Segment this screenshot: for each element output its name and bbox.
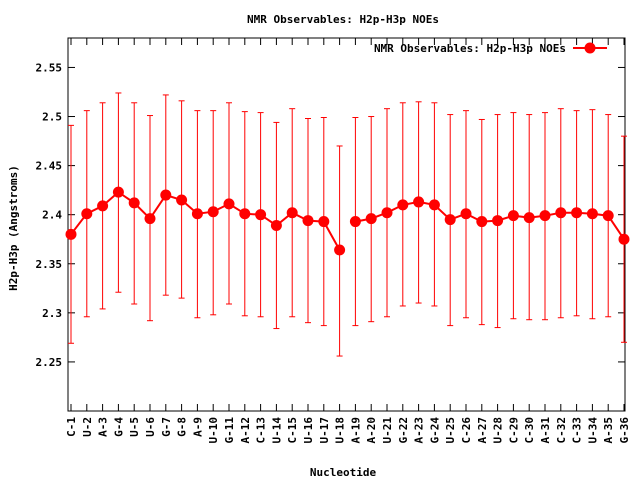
x-tick-label: A-31 bbox=[539, 417, 552, 444]
x-tick-label: U-25 bbox=[444, 417, 457, 444]
data-point bbox=[476, 216, 488, 228]
data-point bbox=[602, 210, 614, 222]
x-tick-label: G-22 bbox=[397, 417, 410, 444]
data-point bbox=[460, 208, 472, 220]
x-tick-label: A-3 bbox=[97, 417, 110, 437]
x-tick-label: C-30 bbox=[523, 417, 536, 444]
x-tick-label: C-26 bbox=[460, 417, 473, 444]
series-line bbox=[70, 190, 341, 251]
x-tick-label: A-35 bbox=[602, 417, 615, 444]
data-point bbox=[176, 194, 188, 206]
data-point bbox=[112, 186, 124, 198]
y-tick-label: 2.4 bbox=[42, 209, 62, 222]
legend-label: NMR Observables: H2p-H3p NOEs bbox=[374, 42, 566, 55]
data-point bbox=[492, 215, 504, 227]
plot-area bbox=[67, 37, 626, 412]
data-point bbox=[207, 206, 219, 218]
plot-border bbox=[67, 37, 626, 412]
data-point bbox=[555, 207, 567, 219]
data-point bbox=[318, 216, 330, 228]
x-tick-label: A-9 bbox=[191, 417, 204, 437]
y-tick-label: 2.5 bbox=[42, 111, 62, 124]
data-point bbox=[223, 198, 235, 210]
data-point bbox=[586, 208, 598, 220]
x-tick-label: G-7 bbox=[160, 417, 173, 437]
y-tick-label: 2.35 bbox=[36, 258, 63, 271]
x-axis-label: Nucleotide bbox=[310, 466, 377, 479]
x-tick-label: U-6 bbox=[144, 417, 157, 437]
legend: NMR Observables: H2p-H3p NOEs bbox=[374, 42, 607, 55]
data-point bbox=[413, 196, 425, 208]
data-point bbox=[286, 207, 298, 219]
data-point bbox=[81, 208, 93, 220]
data-point bbox=[349, 216, 361, 228]
data-point bbox=[507, 210, 519, 222]
x-tick-label: U-21 bbox=[381, 417, 394, 444]
x-tick-label: U-5 bbox=[128, 417, 141, 437]
data-point bbox=[239, 208, 251, 220]
x-tick-label: U-14 bbox=[270, 417, 283, 444]
x-tick-label: G-4 bbox=[112, 417, 125, 437]
data-point bbox=[160, 189, 172, 201]
x-tick-label: C-1 bbox=[65, 417, 78, 437]
y-tick-label: 2.3 bbox=[42, 307, 62, 320]
x-tick-label: C-29 bbox=[507, 417, 520, 444]
y-tick-label: 2.25 bbox=[36, 356, 63, 369]
data-point bbox=[97, 200, 109, 212]
data-point bbox=[144, 213, 156, 225]
data-point bbox=[65, 228, 77, 240]
data-point bbox=[523, 212, 535, 224]
x-tick-label: U-17 bbox=[318, 417, 331, 444]
data-point bbox=[255, 209, 267, 221]
x-tick-label: C-15 bbox=[286, 417, 299, 444]
y-tick-label: 2.45 bbox=[36, 160, 63, 173]
data-point bbox=[444, 214, 456, 226]
x-tick-label: C-32 bbox=[555, 417, 568, 444]
data-point bbox=[428, 199, 440, 211]
x-tick-label: C-33 bbox=[571, 417, 584, 444]
y-axis-label: H2p-H3p (Angstroms) bbox=[7, 165, 20, 291]
data-point bbox=[539, 210, 551, 222]
x-tick-label: U-2 bbox=[81, 417, 94, 437]
chart-title: NMR Observables: H2p-H3p NOEs bbox=[247, 13, 439, 26]
data-point bbox=[334, 244, 346, 256]
x-tick-label: U-28 bbox=[492, 417, 505, 444]
x-tick-label: A-12 bbox=[239, 417, 252, 444]
x-tick-label: A-20 bbox=[365, 417, 378, 444]
x-tick-label: U-18 bbox=[334, 417, 347, 444]
x-tick-label: A-23 bbox=[413, 417, 426, 444]
x-tick-label: G-24 bbox=[428, 417, 441, 444]
x-tick-label: U-10 bbox=[207, 417, 220, 444]
x-tick-label: G-36 bbox=[618, 417, 631, 444]
y-tick-label: 2.55 bbox=[36, 61, 63, 74]
x-tick-label: U-16 bbox=[302, 417, 315, 444]
x-axis-ticks: C-1 U-2 A-3 G-4 U-5 U-6 G-7 G-8 A-9 U-10 G-11 A-12 C… bbox=[65, 38, 631, 444]
error-bars bbox=[68, 92, 627, 357]
data-point bbox=[618, 233, 630, 245]
data-point bbox=[270, 219, 282, 231]
data-point bbox=[397, 199, 409, 211]
x-tick-label: U-34 bbox=[586, 417, 599, 444]
data-point bbox=[191, 208, 203, 220]
y-axis-ticks: 2.25 2.3 2.35 2.4 2.45 2.5 2.55 bbox=[36, 61, 625, 369]
data-point bbox=[365, 213, 377, 225]
data-point bbox=[302, 215, 314, 227]
x-tick-label: G-11 bbox=[223, 417, 236, 444]
series-line bbox=[355, 200, 625, 240]
data-points bbox=[65, 186, 630, 256]
x-tick-label: A-19 bbox=[349, 417, 362, 444]
legend-marker bbox=[584, 42, 596, 54]
data-point bbox=[571, 207, 583, 219]
x-tick-label: G-8 bbox=[176, 417, 189, 437]
data-point bbox=[128, 197, 140, 209]
x-tick-label: A-27 bbox=[476, 417, 489, 444]
x-tick-label: C-13 bbox=[255, 417, 268, 444]
data-point bbox=[381, 207, 393, 219]
